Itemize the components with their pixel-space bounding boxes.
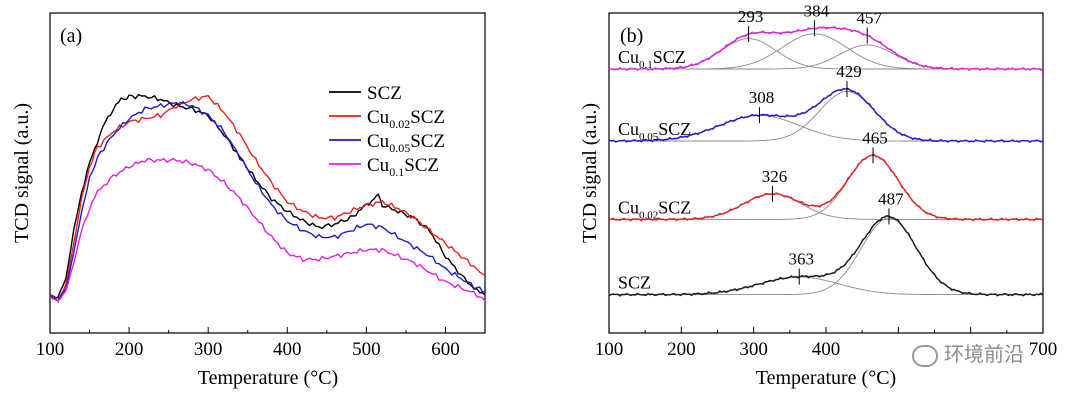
peak-label: 326 (762, 167, 788, 186)
panel-b-x-ticks: 100 200 300 400 700 (595, 327, 1058, 360)
watermark-text: 环境前沿 (944, 342, 1024, 366)
peak-label: 293 (738, 7, 764, 26)
peak-label: 384 (804, 1, 830, 20)
panel-b-x-axis-label: Temperature (°C) (756, 367, 896, 389)
x-tick-label: 100 (36, 339, 65, 360)
legend-label: Cu0.02SCZ (367, 107, 445, 131)
panel-a-y-axis-label: TCD signal (a.u.) (11, 103, 33, 243)
panel-a-series (49, 93, 486, 303)
x-tick-label: 700 (1029, 339, 1058, 360)
series-line-Cu0.1SCZ (49, 157, 486, 302)
panel-b-traces: Cu0.1SCZ 293 384 457 Cu0.05SCZ 308 429 Cu0.02SC… (608, 1, 1044, 297)
measured-trace (608, 25, 1044, 72)
x-tick-label: 500 (352, 339, 381, 360)
legend-label: SCZ (367, 83, 402, 104)
trace-Cu0.1SCZ: Cu0.1SCZ 293 384 457 (608, 1, 1044, 72)
panel-b-y-axis-label: TCD signal (a.u.) (579, 103, 601, 243)
fitted-envelope-curve (609, 215, 1043, 296)
trace-label: SCZ (618, 273, 651, 293)
trace-label: Cu0.1SCZ (618, 47, 686, 71)
peak-label: 457 (856, 9, 882, 28)
legend-label: Cu0.05SCZ (367, 131, 445, 155)
legend-label: Cu0.1SCZ (367, 155, 439, 179)
peak-label: 363 (788, 250, 814, 269)
measured-trace (608, 214, 1044, 297)
panel-a-x-ticks: 100 200 300 400 500 600 (36, 327, 460, 360)
trace-Cu0.05SCZ: Cu0.05SCZ 308 429 (608, 62, 1044, 144)
watermark: 环境前沿 (912, 338, 1024, 367)
x-tick-label: 400 (812, 339, 841, 360)
trace-Cu0.02SCZ: Cu0.02SCZ 326 465 (608, 128, 1044, 222)
x-tick-label: 200 (667, 339, 696, 360)
peak-label: 465 (862, 128, 888, 147)
x-tick-label: 400 (273, 339, 302, 360)
x-tick-label: 300 (194, 339, 223, 360)
panel-b-label: (b) (620, 25, 643, 47)
panel-a: (a) 100 200 300 400 500 600 SCZ Cu0.02SCZCu0.0… (11, 12, 486, 389)
wechat-icon (912, 344, 938, 367)
measured-trace (608, 87, 1044, 144)
fitted-peak-curve (609, 217, 1043, 296)
trace-label: Cu0.02SCZ (618, 197, 691, 221)
x-tick-label: 600 (431, 339, 460, 360)
x-tick-label: 200 (115, 339, 144, 360)
panel-a-label: (a) (60, 25, 82, 47)
trace-label: Cu0.05SCZ (618, 119, 691, 143)
peak-label: 308 (749, 88, 775, 107)
series-line-Cu0.02SCZ (49, 94, 486, 303)
peak-label: 487 (878, 189, 904, 208)
measured-trace (608, 153, 1044, 222)
panel-a-frame (49, 12, 486, 334)
x-tick-label: 300 (739, 339, 768, 360)
trace-SCZ: SCZ 363 487 (608, 189, 1044, 297)
fitted-peak-curve (609, 276, 1043, 296)
panel-a-x-axis-label: Temperature (°C) (198, 367, 338, 389)
peak-label: 429 (836, 62, 862, 81)
x-tick-label: 100 (595, 339, 624, 360)
series-line-Cu0.05SCZ (49, 100, 486, 303)
